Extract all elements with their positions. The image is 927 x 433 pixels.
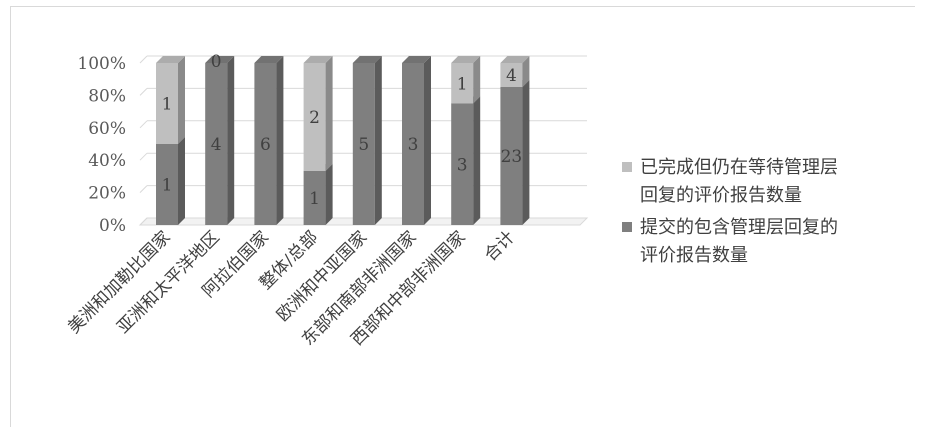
data-label-submitted: 3: [457, 155, 468, 175]
data-label-submitted: 23: [501, 147, 523, 167]
data-label-submitted: 5: [358, 135, 369, 155]
bar-5-submitted: [352, 56, 382, 225]
gridline-side: [139, 217, 148, 226]
bar-3-submitted: [254, 56, 284, 225]
y-tick-label: 60%: [88, 119, 126, 139]
data-label-submitted: 6: [260, 135, 271, 155]
data-label-submitted: 4: [211, 135, 222, 155]
gridline-side: [139, 55, 148, 64]
legend-label: 评价报告数量: [640, 245, 748, 266]
chart-frame: [10, 6, 915, 427]
bar-4-pending: [303, 56, 333, 171]
legend-swatch: [622, 162, 632, 172]
y-tick-label: 40%: [88, 151, 126, 171]
data-label-pending: 4: [506, 66, 517, 86]
legend-label: 已完成但仍在等待管理层: [640, 157, 838, 178]
legend-label: 提交的包含管理层回复的: [640, 217, 838, 238]
data-label-submitted: 3: [408, 135, 419, 155]
gridline-side: [139, 185, 148, 193]
gridline-side: [139, 152, 148, 161]
x-category-label: 合计: [481, 227, 519, 265]
bar-layer: [156, 56, 530, 225]
bar-1-pending: [156, 56, 185, 144]
data-label-pending: 1: [162, 95, 173, 115]
x-axis: 美洲和加勒比国家亚洲和太平洋地区阿拉伯国家整体/总部欧洲和中亚国家东部和南部非洲…: [64, 227, 519, 349]
y-tick-label: 20%: [88, 184, 126, 204]
y-tick-label: 80%: [88, 86, 126, 106]
data-label-pending: 0: [211, 52, 222, 72]
y-tick-label: 100%: [77, 54, 126, 74]
legend-swatch: [622, 222, 632, 232]
bar-2-submitted: [205, 56, 235, 225]
y-tick-label: 0%: [99, 216, 126, 236]
gridline-side: [139, 88, 148, 96]
bar-7-pending: [451, 56, 481, 104]
data-label-pending: 2: [309, 108, 320, 128]
data-label-submitted: 1: [162, 176, 173, 196]
data-label-submitted: 1: [309, 189, 320, 209]
y-axis: 0% 20% 40% 60% 80% 100%: [77, 54, 126, 236]
bar-8-pending: [500, 56, 530, 87]
data-label-pending: 1: [457, 74, 468, 94]
legend-label: 回复的评价报告数量: [640, 185, 802, 206]
bar-6-submitted: [402, 56, 431, 225]
gridline-side: [139, 120, 148, 129]
